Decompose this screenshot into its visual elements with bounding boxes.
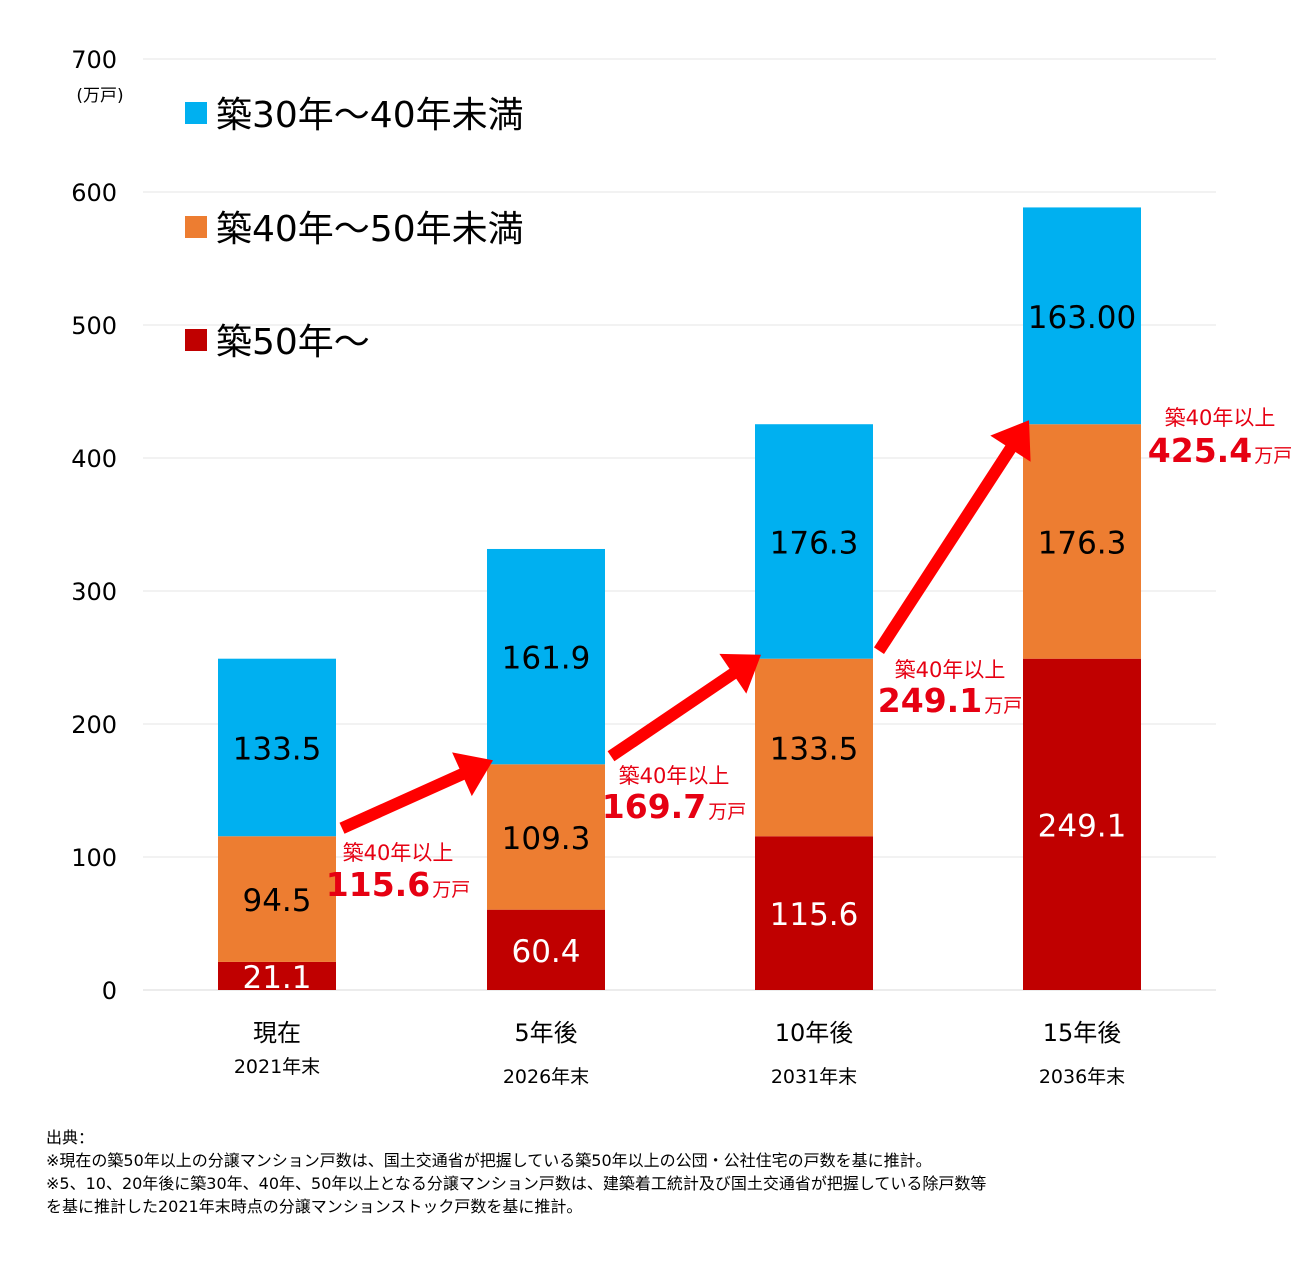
bar-segment	[1023, 207, 1141, 425]
source-notes: 出典： ※現在の築50年以上の分譲マンション戸数は、国土交通省が把握している築5…	[46, 1126, 1276, 1218]
data-label: 133.5	[233, 731, 322, 767]
notes-line: ※5、10、20年後に築30年、40年、50年以上となる分譲マンション戸数は、建…	[46, 1174, 987, 1193]
bar-segment	[755, 658, 873, 837]
data-label: 94.5	[242, 883, 311, 919]
notes-line: を基に推計した2021年末時点の分譲マンションストック戸数を基に推計。	[46, 1197, 583, 1216]
trend-arrow	[339, 752, 493, 834]
x-tick-label: 15年後	[1043, 1019, 1122, 1047]
x-axis: 現在 2021年末 5年後 2026年末 10年後 2031年末 15年後 2036年末	[234, 1019, 1125, 1088]
data-label: 21.1	[242, 960, 311, 996]
y-tick-label: 700	[71, 46, 117, 74]
y-tick-label: 500	[71, 312, 117, 340]
bar-segment	[218, 961, 336, 990]
y-tick-label: 100	[71, 844, 117, 872]
data-label: 161.9	[502, 641, 591, 677]
data-label: 109.3	[502, 821, 591, 857]
data-label: 60.4	[511, 934, 580, 970]
x-sub-label: 2026年末	[503, 1066, 589, 1088]
x-sub-label: 2031年末	[771, 1066, 857, 1088]
annotation-label: 築40年以上	[895, 658, 1006, 682]
legend-swatch	[185, 329, 207, 351]
x-tick-label: 5年後	[514, 1019, 577, 1047]
data-label: 163.00	[1028, 300, 1136, 336]
y-tick-label: 0	[102, 977, 117, 1005]
data-label: 176.3	[770, 525, 859, 561]
legend-label: 築50年〜	[216, 322, 370, 363]
bar-segment	[487, 548, 605, 765]
bar-segment	[755, 836, 873, 990]
bar-segment	[218, 836, 336, 962]
annotation-value: 249.1 万戸	[878, 681, 1022, 720]
annotation-value: 115.6 万戸	[326, 865, 470, 904]
annotation-label: 築40年以上	[619, 764, 730, 788]
y-tick-label: 300	[71, 578, 117, 606]
x-sub-label: 2021年末	[234, 1056, 320, 1078]
data-label: 133.5	[770, 731, 859, 767]
y-tick-label: 200	[71, 711, 117, 739]
trend-arrows	[339, 420, 1031, 834]
legend-swatch	[185, 216, 207, 238]
legend-label: 築40年〜50年未満	[216, 209, 524, 250]
annotation-value: 425.4 万戸	[1148, 431, 1292, 470]
data-label: 115.6	[770, 897, 859, 933]
trend-arrow	[607, 653, 761, 762]
legend-swatch	[185, 102, 207, 124]
annotation-label: 築40年以上	[1165, 406, 1276, 430]
bar-segment	[487, 764, 605, 910]
annotation-value: 169.7 万戸	[602, 787, 746, 826]
x-tick-label: 現在	[253, 1019, 301, 1047]
annotation-label: 築40年以上	[343, 841, 454, 865]
x-sub-label: 2036年末	[1039, 1066, 1125, 1088]
bar-segment	[1023, 658, 1141, 990]
data-label: 176.3	[1038, 525, 1127, 561]
data-label: 249.1	[1038, 808, 1127, 844]
y-tick-label: 600	[71, 179, 117, 207]
notes-title: 出典：	[46, 1128, 95, 1147]
y-axis: 0 100 200 300 400 500 600 700	[71, 46, 117, 1005]
y-axis-unit: (万戸)	[76, 86, 123, 106]
bar-segment	[218, 658, 336, 837]
bar-segment	[755, 424, 873, 659]
trend-arrow	[874, 420, 1031, 654]
x-tick-label: 10年後	[775, 1019, 854, 1047]
bars: 21.1 94.5 133.5 60.4 109.3 161.9 115.6 133.5 176…	[218, 207, 1141, 996]
bar-segment	[487, 909, 605, 990]
bar-segment	[1023, 424, 1141, 659]
legend-label: 築30年〜40年未満	[216, 95, 524, 136]
y-tick-label: 400	[71, 445, 117, 473]
stacked-bar-chart: 0 100 200 300 400 500 600 700 (万戸) 21.1 94.5 133.…	[71, 46, 1292, 1088]
notes-line: ※現在の築50年以上の分譲マンション戸数は、国土交通省が把握している築50年以上…	[46, 1151, 932, 1170]
